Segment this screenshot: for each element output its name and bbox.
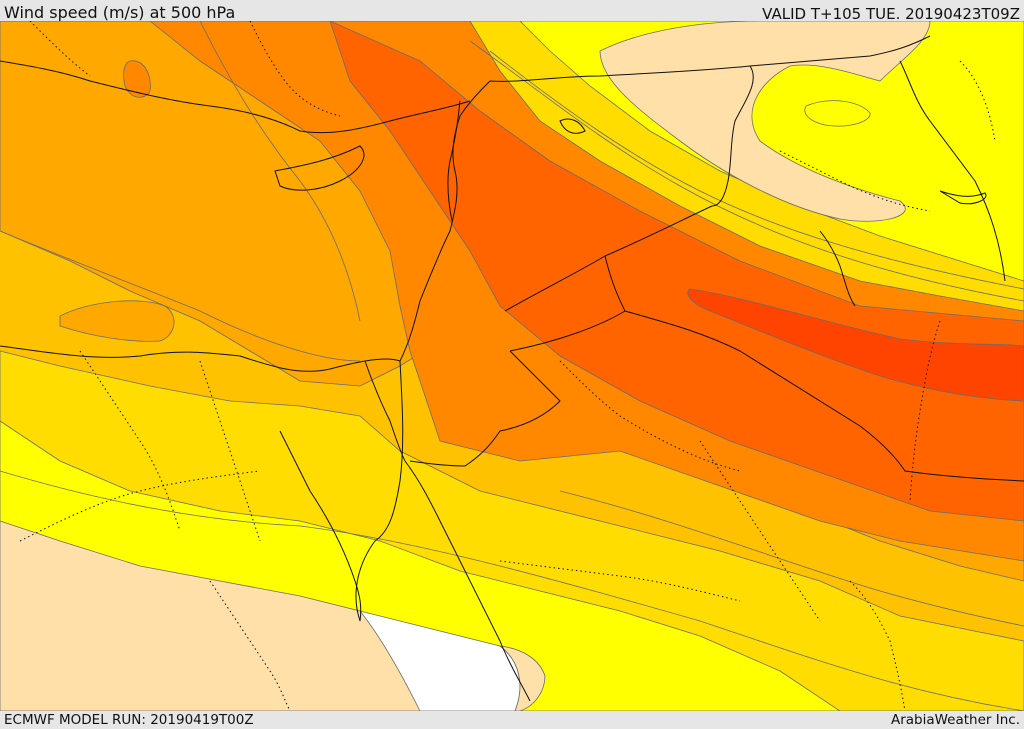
credit: ArabiaWeather Inc.: [890, 712, 1020, 728]
valid-time: VALID T+105 TUE. 20190423T09Z: [762, 5, 1020, 23]
country-borders: [364, 35, 1024, 482]
band-8: [687, 288, 1024, 402]
band-2-north-patch: [804, 100, 871, 127]
coastlines: [0, 60, 987, 702]
model-run: ECMWF MODEL RUN: 20190419T00Z: [4, 712, 254, 728]
band-1-south: [0, 520, 461, 711]
band-6-patch-west: [123, 60, 151, 98]
contour-lines: [0, 21, 1024, 711]
band-7: [329, 21, 1024, 522]
footer-bar: ECMWF MODEL RUN: 20190419T00Z ArabiaWeat…: [0, 711, 1024, 729]
band-1-south-east: [498, 645, 546, 711]
map-title: Wind speed (m/s) at 500 hPa: [4, 3, 236, 22]
header-bar: Wind speed (m/s) at 500 hPa VALID T+105 …: [0, 0, 1024, 23]
wind-speed-map[interactable]: [0, 21, 1024, 711]
band-5-patch-west: [59, 300, 175, 342]
province-lines: [19, 21, 996, 711]
